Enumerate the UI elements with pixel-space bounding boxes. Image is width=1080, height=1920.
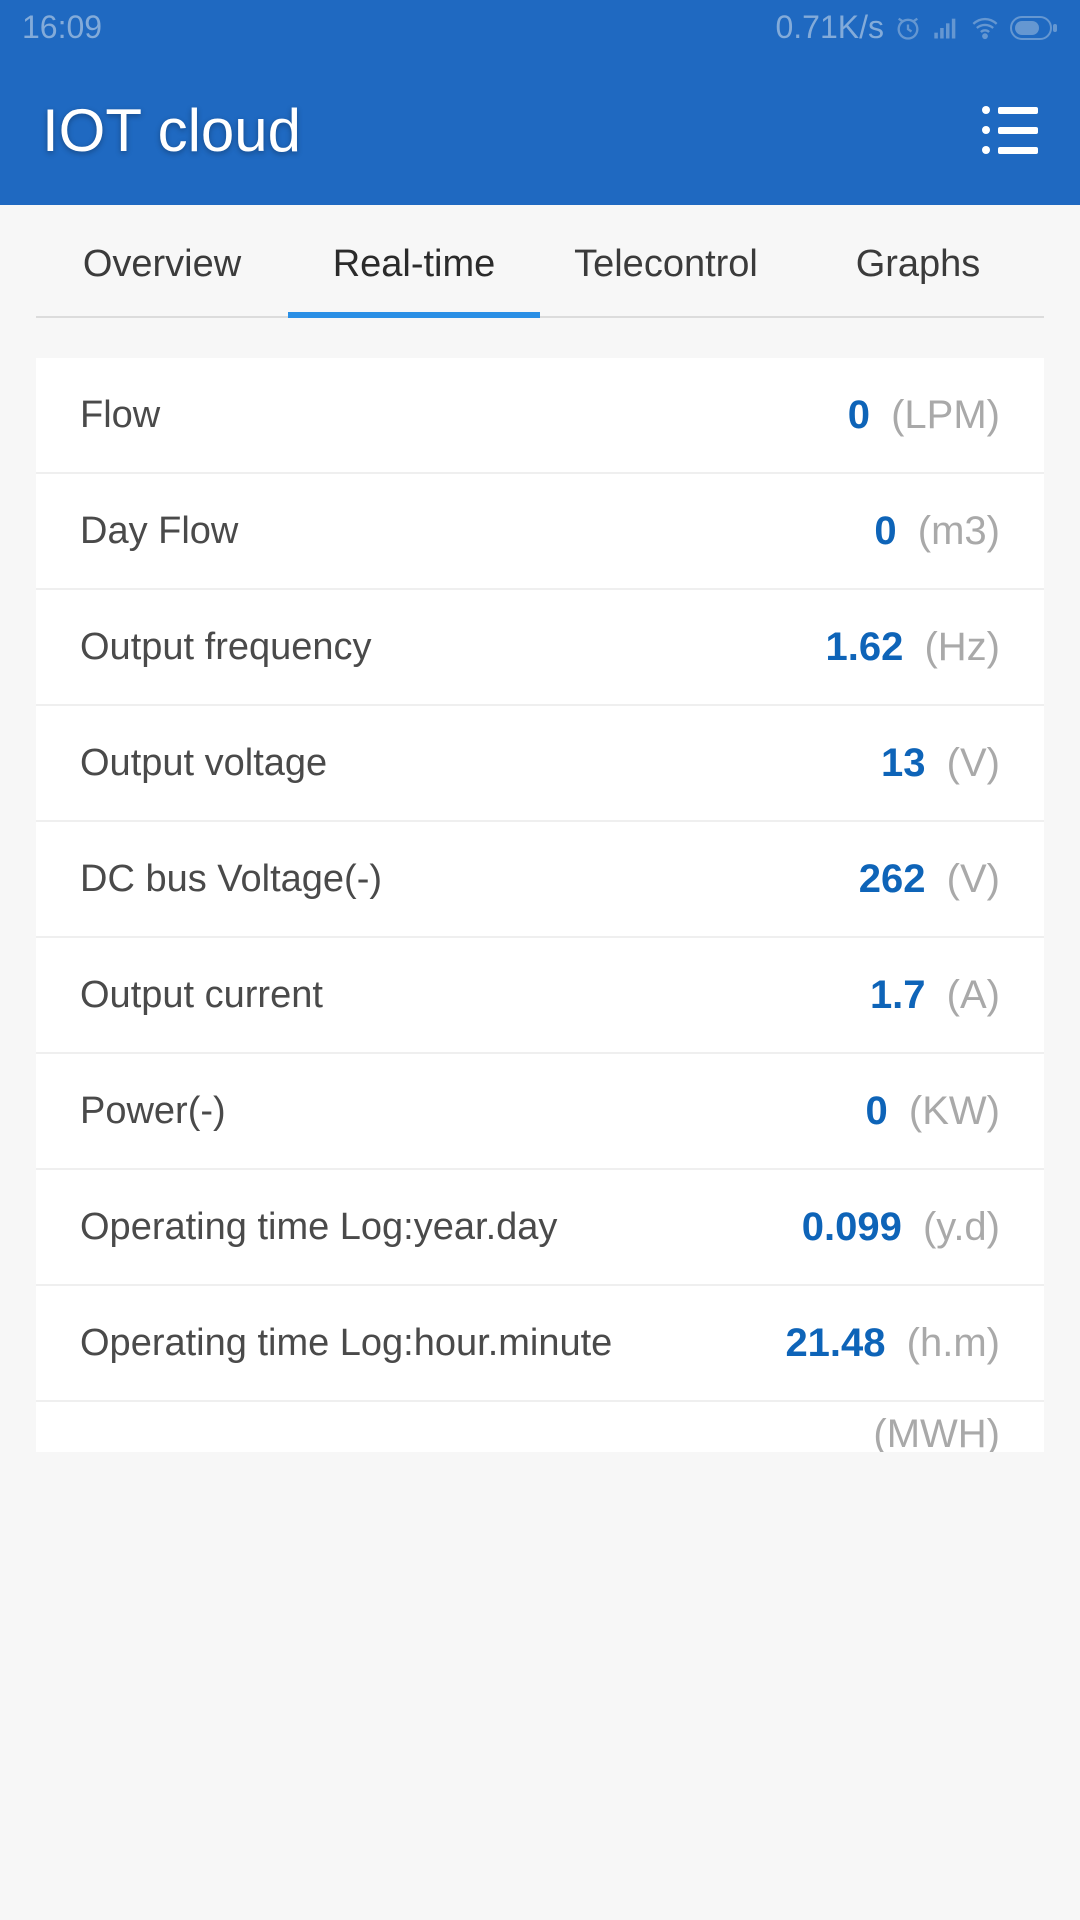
list-item: Flow 0 (LPM) [36,358,1044,474]
status-bar: 16:09 0.71K/s [0,0,1080,55]
row-right: (MWH) [863,1412,1000,1452]
row-label: Operating time Log:year.day [80,1206,557,1249]
status-time: 16:09 [22,9,102,46]
menu-icon[interactable] [982,106,1038,154]
row-value: 1.62 [825,625,903,669]
list-item: Output frequency 1.62 (Hz) [36,590,1044,706]
row-unit: (V) [947,857,1000,901]
list-item-partial: (MWH) [36,1402,1044,1452]
row-value: 0 [866,1089,888,1133]
app-title: IOT cloud [42,96,301,165]
row-unit: (V) [947,741,1000,785]
row-value: 13 [881,741,926,785]
row-right: 13 (V) [881,741,1000,786]
row-right: 0 (LPM) [848,393,1000,438]
row-right: 262 (V) [859,857,1000,902]
row-label: Output current [80,974,323,1017]
row-unit: (m3) [918,509,1000,553]
list-item: Output current 1.7 (A) [36,938,1044,1054]
tab-realtime[interactable]: Real-time [288,205,540,318]
battery-icon [1010,16,1058,40]
list-item: Day Flow 0 (m3) [36,474,1044,590]
tabs: Overview Real-time Telecontrol Graphs [0,205,1080,318]
row-value: 0 [874,509,896,553]
app-header: IOT cloud [0,55,1080,205]
row-label: Flow [80,394,160,437]
tab-overview[interactable]: Overview [36,205,288,318]
row-label: Operating time Log:hour.minute [80,1322,612,1365]
tab-label: Graphs [856,243,981,285]
list-item: Output voltage 13 (V) [36,706,1044,822]
list-item: Operating time Log:year.day 0.099 (y.d) [36,1170,1044,1286]
status-net-speed: 0.71K/s [775,9,884,46]
row-label: DC bus Voltage(-) [80,858,382,901]
row-unit: (y.d) [923,1205,1000,1249]
row-right: 1.62 (Hz) [825,625,1000,670]
row-label: Day Flow [80,510,238,553]
alarm-icon [894,14,922,42]
list-item: Operating time Log:hour.minute 21.48 (h.… [36,1286,1044,1402]
row-unit: (LPM) [891,393,1000,437]
row-label: Output frequency [80,626,372,669]
wifi-icon [970,14,1000,42]
tab-telecontrol[interactable]: Telecontrol [540,205,792,318]
row-unit: (A) [947,973,1000,1017]
row-unit: (MWH) [873,1412,1000,1452]
row-value: 262 [859,857,926,901]
row-unit: (h.m) [907,1321,1000,1365]
status-right: 0.71K/s [775,9,1058,46]
row-value: 1.7 [870,973,926,1017]
tab-graphs[interactable]: Graphs [792,205,1044,318]
row-value: 0 [848,393,870,437]
row-right: 0 (KW) [866,1089,1000,1134]
list-item: Power(-) 0 (KW) [36,1054,1044,1170]
tab-label: Telecontrol [574,243,758,285]
row-value: 0.099 [802,1205,902,1249]
tab-label: Overview [83,243,241,285]
tab-label: Real-time [333,243,496,285]
list-item: DC bus Voltage(-) 262 (V) [36,822,1044,938]
readings-list: Flow 0 (LPM) Day Flow 0 (m3) Output freq… [36,358,1044,1452]
row-value: 21.48 [785,1321,885,1365]
row-label: Power(-) [80,1090,226,1133]
row-unit: (Hz) [924,625,1000,669]
signal-icon [932,14,960,42]
row-label: Output voltage [80,742,327,785]
row-right: 0 (m3) [874,509,1000,554]
row-unit: (KW) [909,1089,1000,1133]
row-right: 1.7 (A) [870,973,1000,1018]
row-right: 21.48 (h.m) [785,1321,1000,1366]
row-right: 0.099 (y.d) [802,1205,1000,1250]
